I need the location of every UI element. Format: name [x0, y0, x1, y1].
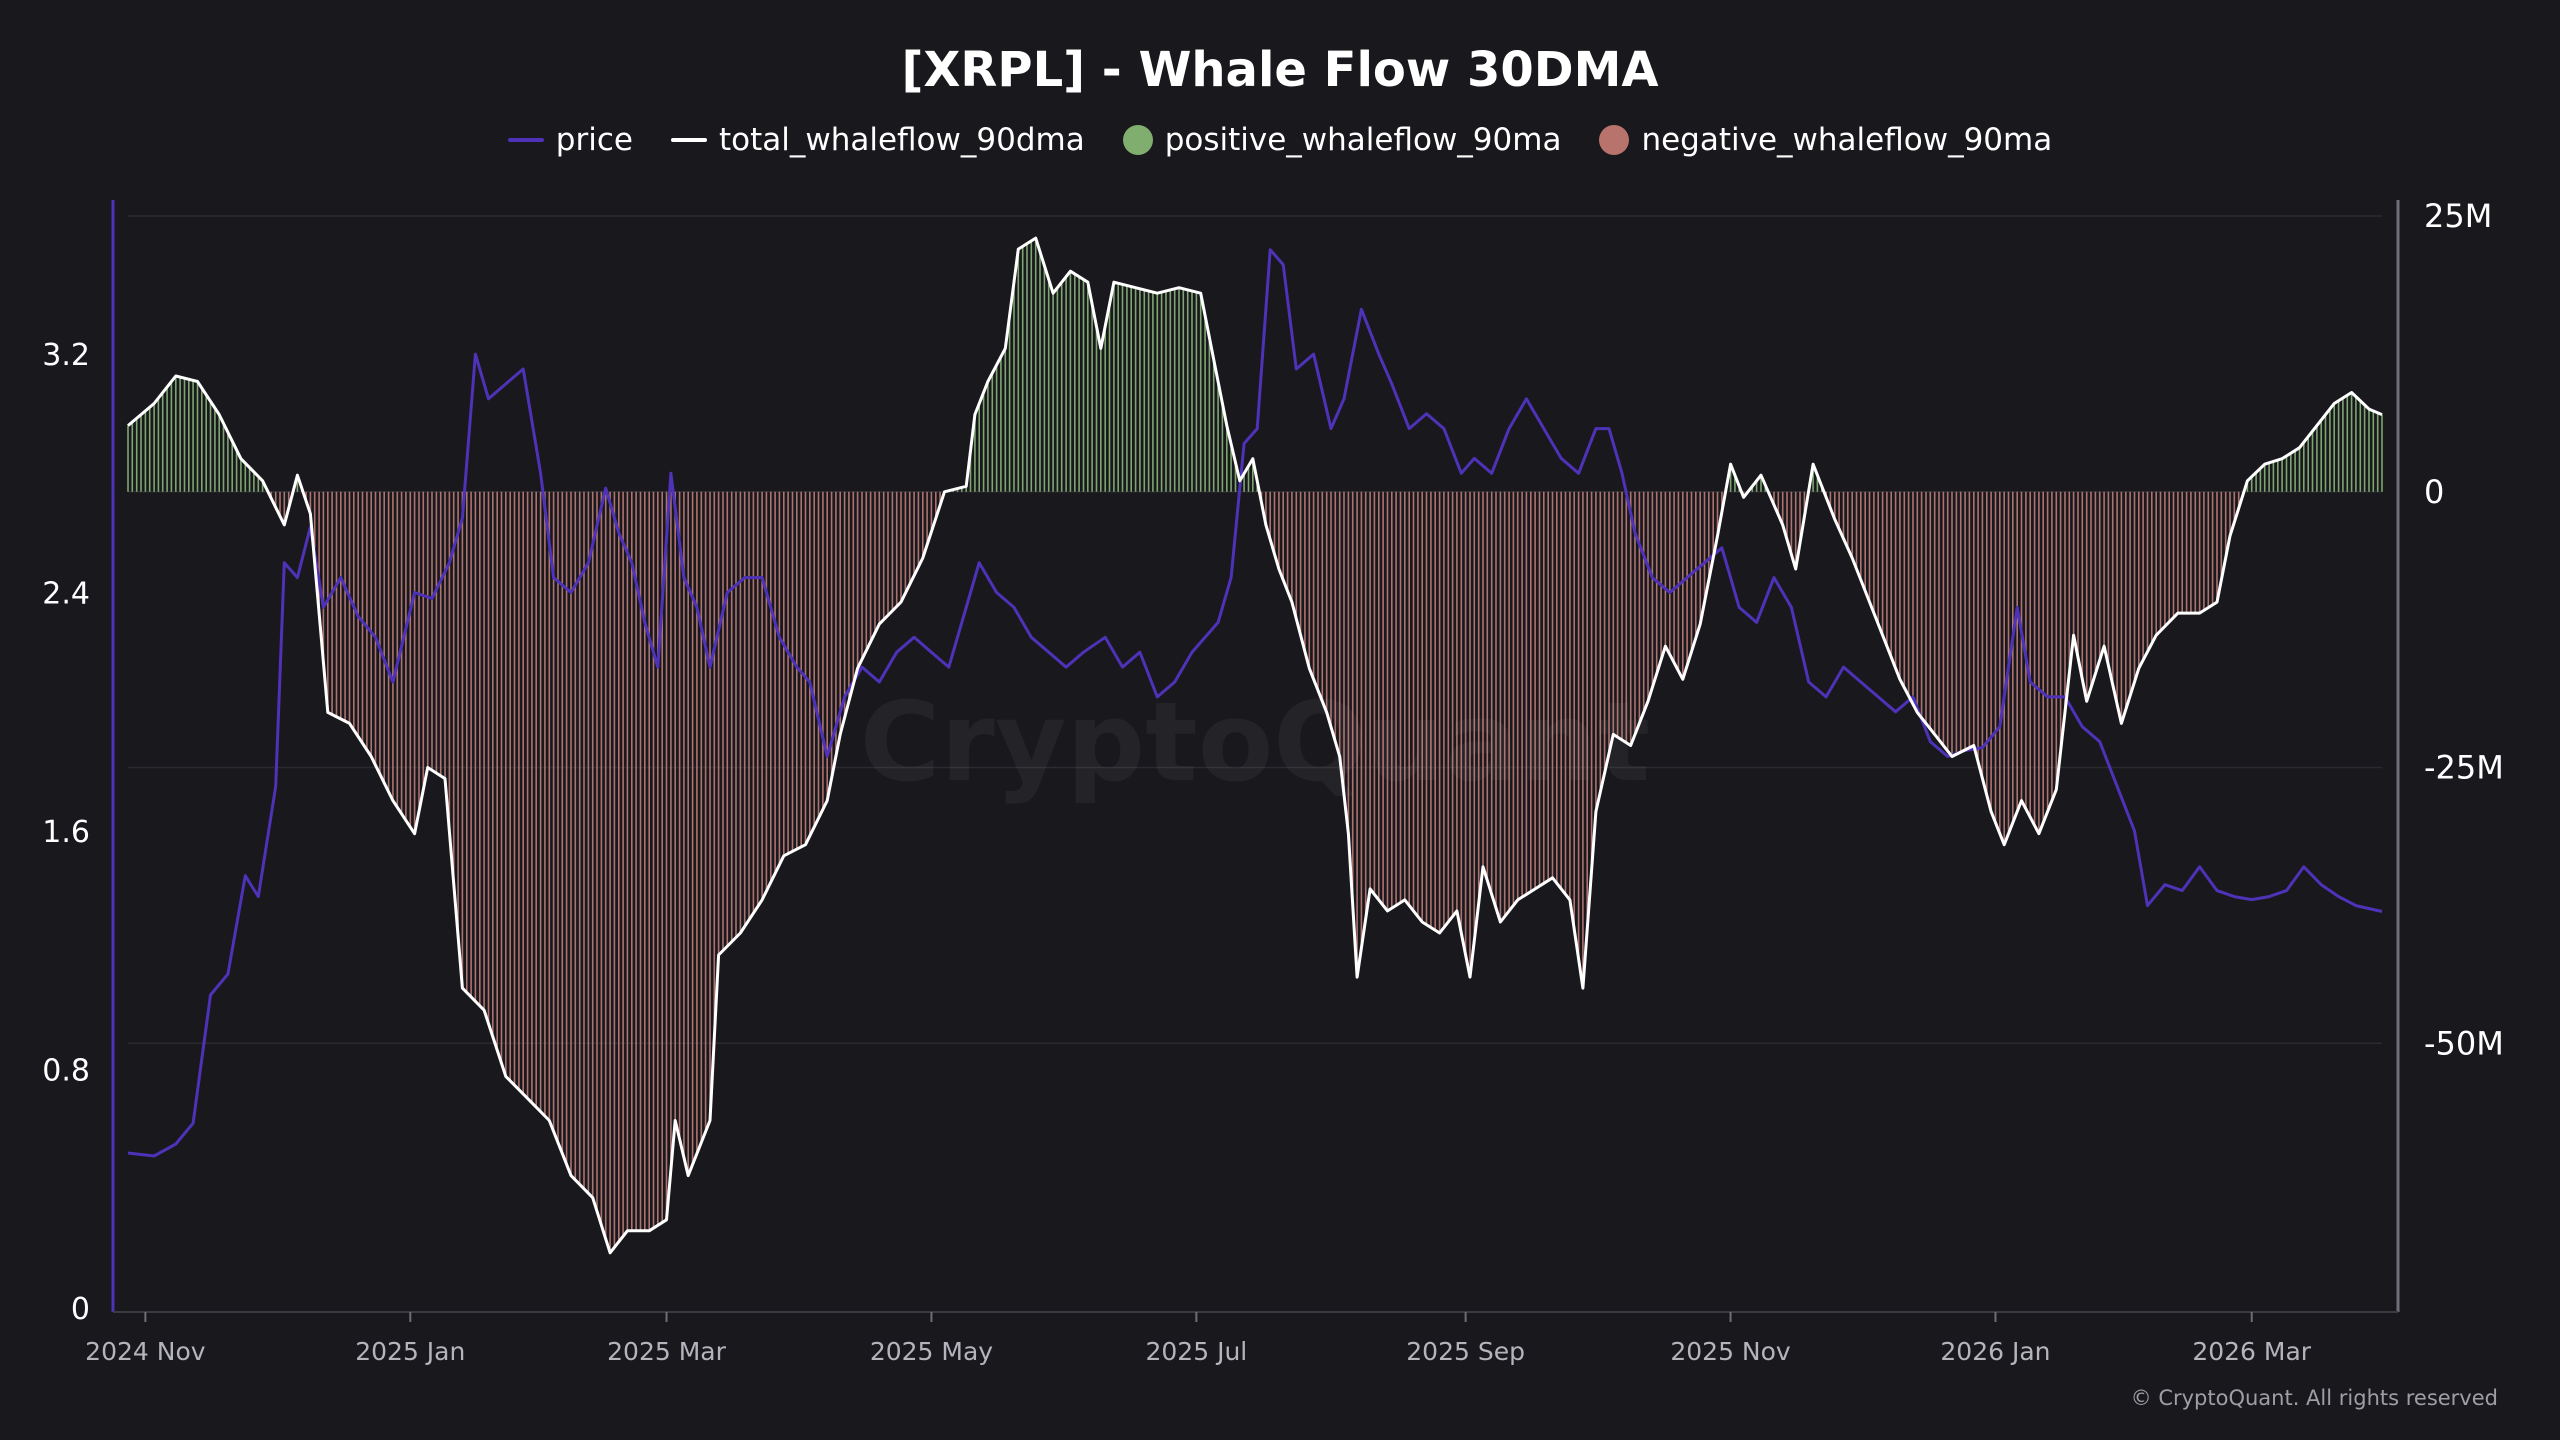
x-tick-label: 2025 May: [870, 1337, 993, 1366]
y-left-tick-label: 2.4: [42, 577, 90, 612]
y-right-tick-label: 25M: [2424, 197, 2492, 235]
legend-line-swatch: [670, 138, 707, 142]
y-right-tick-label: -50M: [2424, 1024, 2504, 1062]
whaleflow-columns: [127, 238, 2383, 1253]
total-whaleflow-line: [127, 236, 2383, 1255]
y-left-tick-label: 1.6: [42, 815, 90, 850]
legend-label: price: [555, 122, 633, 158]
legend-label: total_whaleflow_90dma: [718, 122, 1085, 158]
legend-label: positive_whaleflow_90ma: [1164, 122, 1562, 158]
y-right-tick-label: 0: [2424, 473, 2444, 511]
legend-item-positive-whaleflow-90ma[interactable]: positive_whaleflow_90ma: [1122, 122, 1562, 158]
x-tick-label: 2025 Mar: [607, 1337, 726, 1366]
watermark: CryptoQuant: [860, 678, 1651, 806]
x-tick-label: 2025 Jul: [1146, 1337, 1248, 1366]
x-tick-label: 2024 Nov: [85, 1337, 206, 1366]
legend-item-price[interactable]: price: [507, 122, 633, 158]
legend-item-total-whaleflow-90dma[interactable]: total_whaleflow_90dma: [670, 122, 1085, 158]
legend-label: negative_whaleflow_90ma: [1641, 122, 2053, 158]
y-left-tick-label: 0.8: [42, 1054, 90, 1089]
y-left-tick-label: 3.2: [42, 338, 90, 373]
x-tick-label: 2025 Nov: [1670, 1337, 1791, 1366]
legend-item-negative-whaleflow-90ma[interactable]: negative_whaleflow_90ma: [1599, 122, 2052, 158]
x-tick-label: 2025 Jan: [355, 1337, 465, 1366]
copyright-text: © CryptoQuant. All rights reserved: [2130, 1386, 2498, 1410]
x-tick-label: 2026 Jan: [1940, 1337, 2050, 1366]
legend-dot-swatch: [1599, 125, 1630, 155]
chart-title: [XRPL] - Whale Flow 30DMA: [901, 42, 1659, 98]
legend-dot-swatch: [1122, 125, 1153, 155]
legend[interactable]: price total_whaleflow_90dma positive_whale…: [0, 122, 2560, 158]
price-line: [127, 248, 2383, 1158]
x-tick-label: 2025 Sep: [1406, 1337, 1525, 1366]
y-right-tick-label: -25M: [2424, 749, 2504, 787]
x-tick-label: 2026 Mar: [2192, 1337, 2311, 1366]
y-left-tick-label: 0: [71, 1292, 90, 1327]
legend-line-swatch: [507, 138, 544, 142]
